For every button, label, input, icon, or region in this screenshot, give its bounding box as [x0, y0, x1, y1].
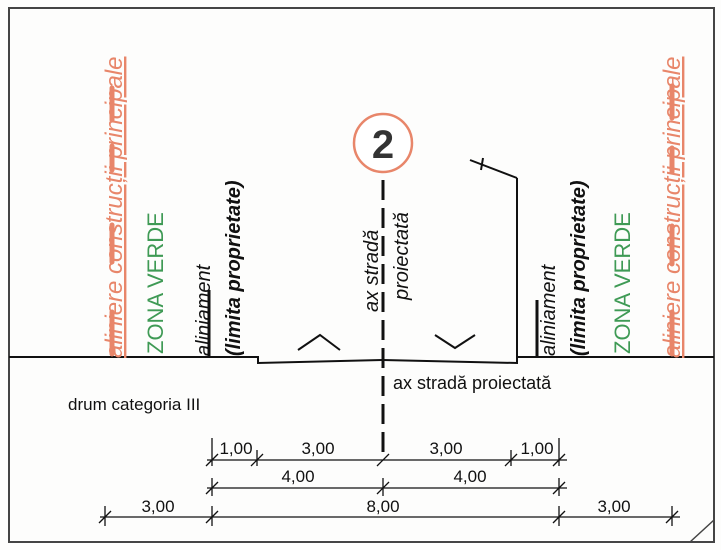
- dim-row2-left-half: 4,00: [281, 467, 314, 486]
- axis-label-horizontal: ax stradă proiectată: [393, 373, 552, 393]
- dim-row2-right-half: 4,00: [453, 467, 486, 486]
- property-limit-label-left: (limita proprietate): [223, 180, 245, 356]
- axis-label-vertical-line1: ax stradă: [361, 230, 383, 312]
- property-limit-label-right: (limita proprietate): [568, 180, 590, 356]
- dimension-lines: [98, 438, 680, 526]
- aliniament-label-left: aliniament: [193, 263, 215, 356]
- section-number-badge: 2: [352, 112, 414, 174]
- dimension-values: 1,00 3,00 3,00 1,00 4,00 4,00 3,00 8,00 …: [141, 439, 630, 516]
- green-zone-label-right: ZONA VERDE: [610, 212, 635, 354]
- road-category-label: drum categoria III: [68, 395, 200, 414]
- dim-row1-left-sidewalk: 1,00: [219, 439, 252, 458]
- dim-row1-right-lane: 3,00: [429, 439, 462, 458]
- setback-label-right: aliniere construcții principale: [659, 57, 686, 358]
- dim-row3-carriageway: 8,00: [366, 497, 399, 516]
- frame-border: [8, 7, 715, 543]
- chevron-up-icon: [297, 333, 341, 351]
- setback-label-left: aliniere construcții principale: [101, 57, 128, 358]
- dim-row3-left-zone: 3,00: [141, 497, 174, 516]
- dim-row3-right-zone: 3,00: [597, 497, 630, 516]
- slope-chevrons: [297, 333, 476, 351]
- axis-label-vertical-line2: proiectată: [391, 212, 413, 301]
- green-zone-label-left: ZONA VERDE: [143, 212, 168, 354]
- badge-number: 2: [372, 123, 394, 167]
- chevron-down-icon: [434, 334, 476, 350]
- street-lamp-icon: [469, 157, 518, 357]
- dim-row1-left-lane: 3,00: [301, 439, 334, 458]
- dim-row1-right-sidewalk: 1,00: [520, 439, 553, 458]
- aliniament-label-right: aliniament: [538, 263, 560, 356]
- frame-corner-stroke: [689, 519, 715, 543]
